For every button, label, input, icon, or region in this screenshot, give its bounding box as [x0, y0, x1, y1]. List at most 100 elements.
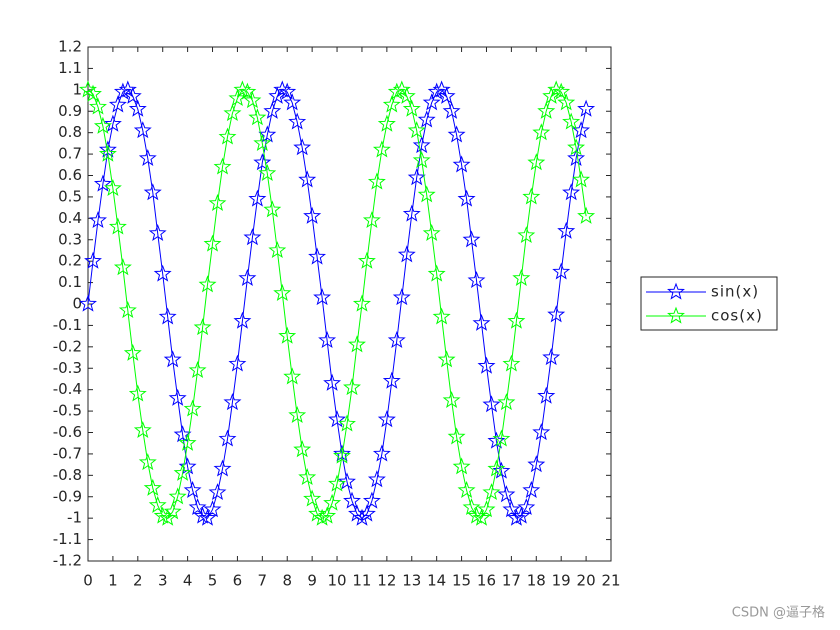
marker	[367, 172, 386, 190]
marker	[188, 360, 207, 379]
marker	[163, 502, 182, 520]
marker	[387, 82, 406, 100]
marker	[457, 480, 476, 498]
marker	[407, 168, 426, 186]
marker	[328, 474, 347, 492]
marker	[527, 455, 546, 473]
marker	[462, 230, 481, 248]
marker	[263, 200, 282, 218]
marker	[173, 425, 192, 443]
marker	[557, 93, 576, 111]
marker	[313, 288, 332, 306]
marker	[552, 262, 571, 280]
marker	[293, 440, 312, 458]
marker	[293, 138, 312, 156]
y-tick-label: 0.1	[58, 273, 82, 291]
marker	[213, 157, 232, 175]
marker	[313, 508, 332, 526]
y-tick-label: -1.1	[53, 530, 82, 548]
marker	[138, 148, 157, 166]
marker	[318, 330, 337, 349]
marker	[203, 500, 222, 518]
x-tick-label: 14	[427, 572, 446, 590]
marker	[143, 183, 162, 201]
x-tick-label: 0	[83, 572, 93, 590]
y-tick-label: 0.7	[58, 145, 82, 163]
y-tick-label: -0.7	[53, 444, 82, 462]
marker	[238, 268, 257, 286]
marker	[328, 410, 347, 428]
marker	[103, 114, 122, 132]
marker	[138, 453, 157, 471]
marker	[452, 457, 471, 475]
marker	[93, 174, 112, 192]
y-tick-label: 1.1	[58, 59, 82, 77]
marker	[243, 91, 262, 109]
x-tick-label: 15	[452, 572, 471, 590]
marker	[218, 127, 237, 145]
legend-marker	[667, 306, 685, 324]
y-tick-label: 0	[72, 295, 82, 313]
x-tick-label: 6	[233, 572, 243, 590]
marker	[452, 155, 471, 173]
marker	[303, 206, 322, 224]
marker	[392, 288, 411, 306]
marker	[89, 97, 107, 115]
marker	[108, 95, 127, 113]
marker	[253, 153, 272, 171]
marker	[288, 406, 307, 423]
marker	[178, 457, 197, 475]
x-tick-label: 9	[307, 572, 317, 590]
x-tick-label: 10	[328, 572, 347, 590]
marker	[362, 491, 381, 509]
x-tick-label: 3	[158, 572, 168, 590]
marker	[288, 112, 307, 130]
marker	[397, 86, 416, 104]
marker	[123, 86, 142, 104]
watermark: CSDN @逼子格	[732, 605, 825, 621]
marker	[308, 247, 327, 265]
y-tick-label: 0.8	[58, 123, 82, 141]
marker	[382, 95, 401, 113]
y-tick-label: -1.2	[53, 552, 82, 570]
marker	[248, 189, 267, 207]
marker	[323, 493, 342, 511]
marker	[537, 386, 556, 404]
marker	[113, 258, 132, 276]
marker	[243, 228, 262, 246]
y-tick-label: 0.5	[58, 187, 82, 205]
marker	[412, 151, 431, 169]
marker	[168, 388, 187, 406]
marker	[512, 268, 531, 286]
marker	[562, 183, 581, 201]
x-tick-label: 11	[352, 572, 371, 590]
marker	[213, 459, 232, 477]
marker	[278, 82, 297, 100]
marker	[492, 429, 511, 447]
y-tick-label: -0.5	[53, 402, 82, 420]
marker	[333, 446, 351, 464]
marker	[338, 414, 356, 432]
axes-box	[87, 46, 612, 562]
marker	[477, 356, 496, 374]
x-tick-label: 18	[527, 572, 546, 590]
marker	[258, 164, 277, 181]
x-tick-label: 19	[552, 572, 571, 590]
marker	[79, 294, 97, 312]
marker	[103, 179, 122, 196]
marker	[93, 116, 112, 134]
marker	[84, 84, 102, 102]
y-tick-label: -0.6	[53, 423, 82, 441]
marker	[173, 463, 192, 481]
y-tick-label: 1	[72, 80, 82, 98]
marker	[128, 99, 147, 117]
x-tick-label: 13	[402, 572, 421, 590]
y-tick-label: 1.2	[58, 38, 82, 56]
marker	[128, 384, 147, 402]
y-tick-label: -0.8	[53, 466, 82, 484]
y-tick-label: -0.4	[53, 380, 82, 398]
legend-label: sin(x)	[711, 283, 759, 301]
marker	[532, 123, 551, 141]
marker	[253, 133, 272, 151]
marker	[377, 410, 396, 428]
